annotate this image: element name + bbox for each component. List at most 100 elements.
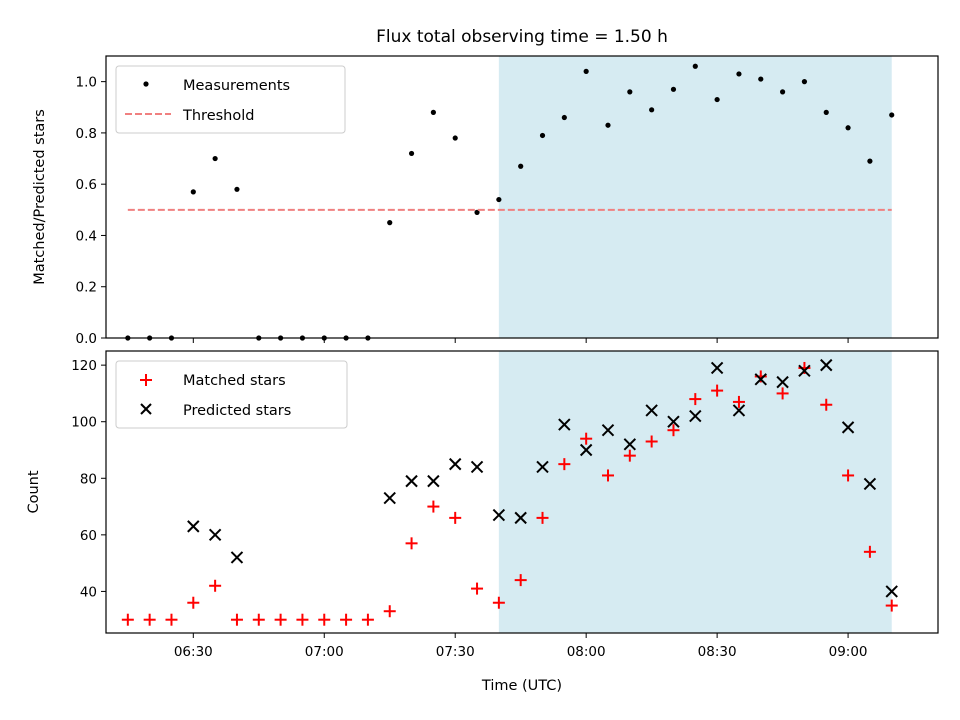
top-y-tick-label: 0.6 bbox=[76, 177, 97, 193]
bottom-y-tick-label: 40 bbox=[80, 584, 97, 600]
top-shaded-region bbox=[498, 56, 892, 338]
bottom-y-tick-label: 120 bbox=[71, 358, 97, 374]
matched-stars-point bbox=[274, 613, 287, 626]
measurement-point bbox=[823, 109, 829, 115]
bottom-legend: Matched stars Predicted stars bbox=[115, 360, 348, 429]
matched-stars-point bbox=[601, 469, 614, 482]
bottom-x-tick-label: 08:30 bbox=[698, 644, 737, 660]
top-y-tick-label: 0.8 bbox=[76, 126, 97, 142]
top-legend-frame bbox=[115, 65, 346, 134]
matched-stars-point bbox=[514, 574, 527, 587]
predicted-stars-point bbox=[841, 421, 855, 434]
matched-legend-marker bbox=[140, 374, 152, 386]
measurement-point bbox=[474, 209, 480, 215]
measurement-point bbox=[234, 186, 240, 192]
top-legend: Measurements Threshold bbox=[115, 65, 346, 134]
matched-stars-point bbox=[252, 613, 265, 626]
predicted-stars-point bbox=[514, 511, 527, 525]
matched-stars-point bbox=[842, 469, 855, 482]
bottom-x-tick-label: 09:00 bbox=[829, 644, 868, 660]
measurement-point bbox=[736, 71, 742, 77]
measurement-point bbox=[649, 107, 655, 113]
predicted-stars-point bbox=[208, 528, 222, 542]
matched-stars-point bbox=[885, 599, 898, 612]
measurement-point bbox=[408, 150, 415, 157]
predicted-stars-point bbox=[383, 491, 396, 505]
predicted-stars-point bbox=[798, 364, 811, 378]
measurement-point bbox=[518, 163, 524, 169]
predicted-stars-point bbox=[187, 520, 200, 533]
bottom-x-tick-label: 07:00 bbox=[305, 644, 344, 660]
matched-stars-point bbox=[361, 613, 374, 626]
measurement-point bbox=[845, 125, 851, 131]
measurement-point bbox=[758, 76, 764, 82]
top-y-tick-label: 0.0 bbox=[76, 331, 97, 347]
matched-stars-point bbox=[383, 605, 396, 618]
predicted-stars-point bbox=[885, 585, 898, 598]
matched-stars-point bbox=[230, 613, 243, 626]
predicted-stars-point bbox=[427, 474, 440, 488]
top-y-axis-title: Matched/Predicted stars bbox=[32, 109, 48, 285]
matched-stars-point bbox=[449, 511, 462, 524]
bottom-axes-frame bbox=[105, 350, 939, 634]
measurement-point bbox=[627, 89, 633, 95]
chart-title: Flux total observing time = 1.50 h bbox=[376, 27, 668, 47]
matched-stars-point bbox=[143, 613, 156, 626]
bottom-legend-frame bbox=[115, 360, 348, 429]
matched-stars-point bbox=[820, 398, 833, 411]
measurement-point bbox=[692, 63, 698, 69]
measurement-point bbox=[387, 220, 393, 226]
predicted-stars-point bbox=[405, 474, 418, 488]
legend-measurements-label: Measurements bbox=[183, 78, 290, 94]
matched-stars-point bbox=[209, 579, 222, 592]
predicted-stars-point bbox=[645, 404, 658, 417]
predicted-stars-point bbox=[820, 358, 833, 372]
bottom-panel-count-plot: 40 60 80 100 120 06:30 07:00 07:30 08:00 08:30 09:… bbox=[71, 350, 939, 660]
measurement-point bbox=[780, 89, 786, 95]
top-y-tick-label: 0.4 bbox=[76, 228, 97, 244]
measurement-point bbox=[212, 155, 218, 162]
matched-stars-point bbox=[471, 582, 484, 595]
matched-stars-point bbox=[121, 613, 134, 626]
measurement-point bbox=[190, 189, 196, 195]
measurement-point bbox=[496, 196, 502, 203]
predicted-stars-point bbox=[470, 460, 484, 474]
measurement-point bbox=[539, 132, 546, 139]
measurement-point bbox=[714, 96, 720, 103]
matched-stars-point bbox=[318, 613, 331, 626]
measurement-point bbox=[605, 122, 611, 128]
matched-stars-point bbox=[340, 613, 353, 626]
predicted-stars-point bbox=[754, 373, 767, 386]
measurement-point bbox=[430, 109, 436, 115]
matched-stars-point bbox=[667, 424, 680, 437]
predicted-stars-point bbox=[601, 423, 615, 437]
predicted-stars-point bbox=[558, 418, 571, 431]
measurement-point bbox=[889, 112, 895, 118]
matched-stars-point bbox=[580, 432, 593, 445]
bottom-y-tick-label: 60 bbox=[80, 528, 97, 544]
matched-stars-point bbox=[492, 596, 505, 609]
measurement-point bbox=[583, 68, 589, 74]
predicted-stars-point bbox=[579, 443, 593, 457]
top-y-tick-label: 1.0 bbox=[76, 75, 97, 91]
bottom-x-tick-label: 07:30 bbox=[436, 644, 475, 660]
predicted-stars-point bbox=[449, 457, 462, 471]
matched-stars-point bbox=[863, 545, 876, 558]
matched-stars-point bbox=[427, 500, 440, 513]
bottom-y-axis-title: Count bbox=[26, 470, 42, 513]
matched-stars-point bbox=[623, 449, 636, 462]
matched-stars-point bbox=[165, 613, 178, 626]
predicted-legend-marker bbox=[140, 403, 152, 415]
matched-stars-point bbox=[536, 511, 549, 524]
predicted-stars-point bbox=[732, 404, 746, 417]
predicted-stars-point bbox=[667, 415, 680, 428]
predicted-stars-point bbox=[492, 508, 506, 522]
predicted-stars-point bbox=[863, 477, 877, 491]
top-axes-frame bbox=[105, 55, 939, 339]
measurement-point bbox=[452, 135, 458, 141]
predicted-stars-point bbox=[776, 375, 789, 389]
top-y-tick-label: 0.2 bbox=[76, 280, 97, 296]
matched-stars-point bbox=[187, 596, 200, 609]
measurement-point bbox=[867, 158, 873, 164]
